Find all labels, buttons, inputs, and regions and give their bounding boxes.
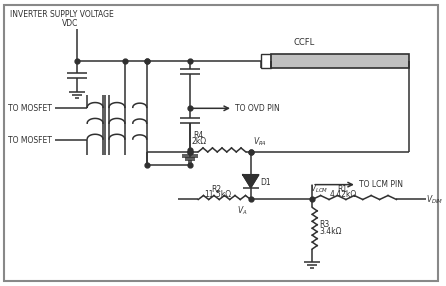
Text: 3.4kΩ: 3.4kΩ: [319, 227, 342, 236]
Text: $V_{LCM}$: $V_{LCM}$: [310, 182, 329, 194]
Bar: [260, 54, 271, 68]
Text: $V_A$: $V_A$: [237, 204, 248, 217]
Text: 11.5kΩ: 11.5kΩ: [204, 190, 231, 198]
Text: R1: R1: [337, 184, 347, 194]
Text: TO OVD PIN: TO OVD PIN: [235, 104, 280, 113]
Text: R4: R4: [193, 131, 203, 140]
Text: TO LCM PIN: TO LCM PIN: [359, 180, 403, 189]
Text: VDC: VDC: [62, 19, 78, 28]
Text: $V_{R4}$: $V_{R4}$: [253, 136, 267, 148]
Text: 2kΩ: 2kΩ: [191, 137, 206, 146]
Text: 4.42kΩ: 4.42kΩ: [330, 190, 357, 198]
Bar: [271, 54, 409, 68]
Text: R2: R2: [211, 184, 221, 194]
Text: TO MOSFET: TO MOSFET: [8, 136, 52, 144]
Text: TO MOSFET: TO MOSFET: [8, 104, 52, 113]
Text: INVERTER SUPPLY VOLTAGE: INVERTER SUPPLY VOLTAGE: [10, 10, 114, 19]
Polygon shape: [243, 175, 259, 188]
Text: R3: R3: [319, 220, 330, 229]
Text: $V_{DIM}$: $V_{DIM}$: [426, 193, 444, 206]
Text: CCFL: CCFL: [293, 38, 314, 47]
Text: D1: D1: [260, 178, 271, 187]
